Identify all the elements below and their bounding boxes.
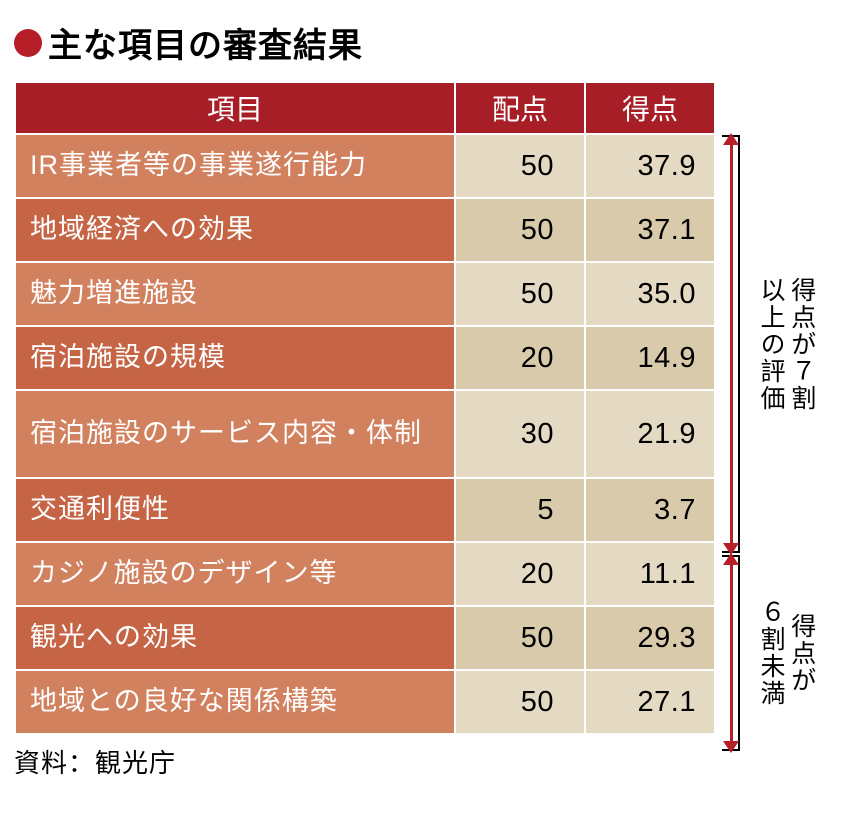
header-allocation: 配点 <box>455 82 585 134</box>
row-allocation: 30 <box>455 390 585 478</box>
row-allocation: 50 <box>455 134 585 198</box>
title-bullet-icon <box>14 29 42 57</box>
row-score: 14.9 <box>585 326 715 390</box>
header-score: 得点 <box>585 82 715 134</box>
page-title: 主な項目の審査結果 <box>14 18 854 67</box>
bracket-column: 以上の評価 得点が７割 ６割未満 得点が <box>716 81 836 735</box>
row-label: 宿泊施設のサービス内容・体制 <box>15 390 455 478</box>
bracket-bottom: ６割未満 得点が <box>722 555 830 751</box>
table-row: 宿泊施設の規模2014.9 <box>15 326 715 390</box>
table-row: 宿泊施設のサービス内容・体制3021.9 <box>15 390 715 478</box>
bracket-top: 以上の評価 得点が７割 <box>722 135 830 553</box>
table-row: 交通利便性53.7 <box>15 478 715 542</box>
row-label: 魅力増進施設 <box>15 262 455 326</box>
row-score: 29.3 <box>585 606 715 670</box>
row-score: 35.0 <box>585 262 715 326</box>
row-score: 11.1 <box>585 542 715 606</box>
row-allocation: 50 <box>455 670 585 734</box>
row-label: 地域との良好な関係構築 <box>15 670 455 734</box>
bracket-top-arrow-icon <box>727 135 735 553</box>
table-row: 地域経済への効果5037.1 <box>15 198 715 262</box>
row-label: IR事業者等の事業遂行能力 <box>15 134 455 198</box>
table-row: 地域との良好な関係構築5027.1 <box>15 670 715 734</box>
title-text: 主な項目の審査結果 <box>48 18 363 67</box>
bracket-bottom-arrow-icon <box>727 555 735 751</box>
row-label: カジノ施設のデザイン等 <box>15 542 455 606</box>
row-label: 観光への効果 <box>15 606 455 670</box>
row-allocation: 50 <box>455 198 585 262</box>
row-label: 交通利便性 <box>15 478 455 542</box>
table-row: 魅力増進施設5035.0 <box>15 262 715 326</box>
row-allocation: 20 <box>455 326 585 390</box>
bracket-bottom-label: ６割未満 得点が <box>756 599 816 707</box>
row-label: 宿泊施設の規模 <box>15 326 455 390</box>
row-score: 37.9 <box>585 134 715 198</box>
row-score: 27.1 <box>585 670 715 734</box>
table-body: IR事業者等の事業遂行能力5037.9地域経済への効果5037.1魅力増進施設5… <box>15 134 715 734</box>
row-allocation: 50 <box>455 262 585 326</box>
bracket-top-label: 以上の評価 得点が７割 <box>756 277 816 412</box>
header-item: 項目 <box>15 82 455 134</box>
row-allocation: 20 <box>455 542 585 606</box>
row-score: 21.9 <box>585 390 715 478</box>
row-score: 3.7 <box>585 478 715 542</box>
results-table: 項目 配点 得点 IR事業者等の事業遂行能力5037.9地域経済への効果5037… <box>14 81 716 735</box>
table-row: 観光への効果5029.3 <box>15 606 715 670</box>
table-row: IR事業者等の事業遂行能力5037.9 <box>15 134 715 198</box>
table-row: カジノ施設のデザイン等2011.1 <box>15 542 715 606</box>
row-score: 37.1 <box>585 198 715 262</box>
row-label: 地域経済への効果 <box>15 198 455 262</box>
row-allocation: 50 <box>455 606 585 670</box>
row-allocation: 5 <box>455 478 585 542</box>
table-header-row: 項目 配点 得点 <box>15 82 715 134</box>
